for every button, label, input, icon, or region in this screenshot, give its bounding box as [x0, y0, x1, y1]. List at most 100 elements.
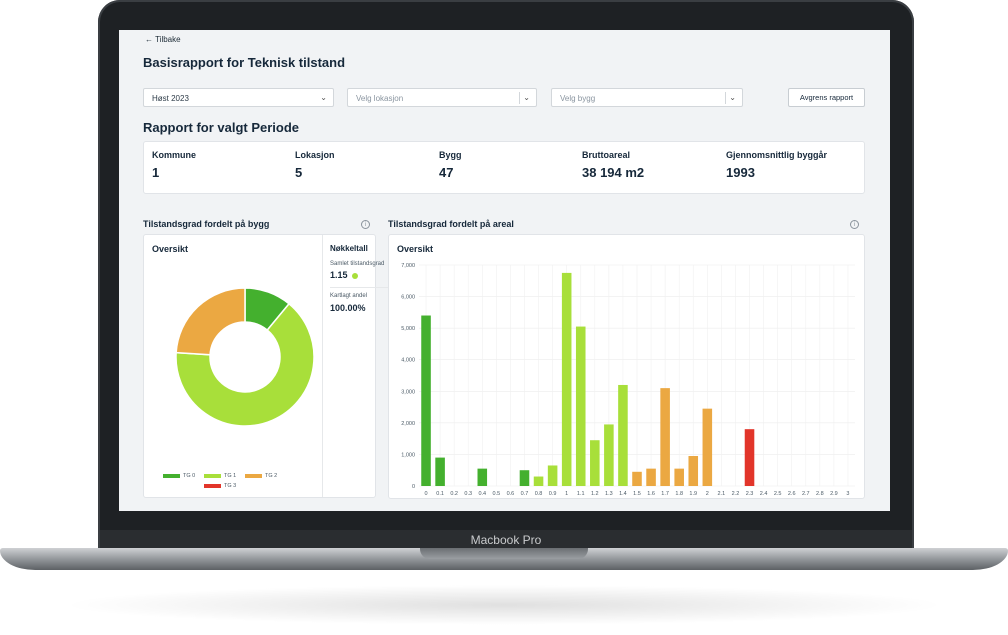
- donut-slice-tg2[interactable]: [175, 287, 246, 356]
- bar-1.3[interactable]: [604, 424, 614, 486]
- location-select-placeholder: Velg lokasjon: [356, 94, 404, 103]
- bar-0.8[interactable]: [533, 476, 544, 486]
- legend-swatch: [245, 473, 262, 478]
- bar-1.9[interactable]: [688, 456, 699, 486]
- app-screen: ← Tilbake Basisrapport for Teknisk tilst…: [119, 30, 890, 511]
- laptop-chin: Macbook Pro: [100, 530, 912, 550]
- divider: [330, 287, 392, 288]
- x-tick-label: 2.8: [816, 491, 824, 497]
- donut-chart: [175, 287, 315, 427]
- arrow-left-icon: ←: [145, 35, 153, 44]
- x-tick-label: 2.6: [788, 491, 796, 497]
- y-tick-label: 7,000: [401, 263, 415, 269]
- mapped-share-value: 100.00%: [330, 303, 366, 313]
- x-tick-label: 2.5: [774, 491, 782, 497]
- stat-label: Lokasjon: [295, 150, 335, 160]
- info-icon[interactable]: i: [850, 220, 859, 229]
- stat-value: 38 194 m2: [582, 165, 645, 180]
- bar-card: Oversikt 0 1,000 2,000 3,000 4,000 5,000 6,000…: [388, 234, 865, 499]
- x-tick-label: 0.2: [450, 491, 458, 497]
- donut-slice-tg1[interactable]: [175, 302, 315, 427]
- bar-1.7[interactable]: [660, 388, 670, 486]
- overall-grade-number: 1.15: [330, 270, 348, 280]
- x-tick-label: 0.3: [464, 491, 472, 497]
- legend-item-tg0: TG 0: [163, 473, 195, 479]
- bar-1.8[interactable]: [674, 468, 684, 486]
- bar-1.2[interactable]: [590, 440, 600, 486]
- bar-1[interactable]: [561, 272, 572, 486]
- bar-1.4[interactable]: [618, 384, 628, 486]
- stat-value: 47: [439, 165, 454, 180]
- period-select-value: Høst 2023: [152, 94, 189, 103]
- chevron-down-icon: ⌄: [729, 93, 736, 102]
- x-tick-label: 1.9: [689, 491, 697, 497]
- bar-section-title: Tilstandsgrad fordelt på areal: [388, 219, 514, 229]
- x-tick-label: 2: [706, 491, 709, 497]
- legend-item-tg2: TG 2: [245, 473, 277, 479]
- bar-1.5[interactable]: [632, 471, 642, 486]
- y-tick-label: 1,000: [401, 452, 415, 458]
- legend-label: TG 1: [224, 473, 237, 479]
- bar-2.3[interactable]: [744, 429, 755, 486]
- stats-card: Kommune 1 Lokasjon 5 Bygg 47 Bruttoareal…: [143, 141, 865, 194]
- bar-0.9[interactable]: [547, 465, 558, 486]
- bar-chart: 0 1,000 2,000 3,000 4,000 5,000 6,000 7,000 0 0.1…: [401, 263, 855, 497]
- key-figures-panel: Nøkkeltall Samlet tilstandsgrad 1.15 Kar…: [322, 235, 401, 497]
- legend-label: TG 2: [265, 473, 278, 479]
- period-select[interactable]: Høst 2023 ⌄: [143, 88, 334, 107]
- laptop-notch: [420, 548, 588, 559]
- overall-grade-value: 1.15: [330, 270, 358, 280]
- x-tick-label: 1.5: [633, 491, 641, 497]
- building-select[interactable]: Velg bygg ⌄: [551, 88, 743, 107]
- y-tick-label: 6,000: [401, 295, 415, 301]
- y-tick-label: 3,000: [401, 389, 415, 395]
- x-tick-label: 1.3: [605, 491, 613, 497]
- key-figures-title: Nøkkeltall: [330, 244, 368, 253]
- x-tick-label: 2.4: [760, 491, 768, 497]
- back-label: Tilbake: [155, 35, 181, 44]
- info-icon[interactable]: i: [361, 220, 370, 229]
- bar-0.7[interactable]: [519, 470, 530, 486]
- bar-1.6[interactable]: [646, 468, 656, 486]
- x-tick-label: 1.1: [577, 491, 585, 497]
- legend-label: TG 3: [224, 483, 237, 489]
- bar-card-title: Oversikt: [397, 244, 434, 254]
- chevron-down-icon: ⌄: [320, 93, 327, 102]
- bar-2[interactable]: [702, 408, 713, 486]
- page-title: Basisrapport for Teknisk tilstand: [143, 55, 346, 70]
- legend-swatch: [163, 473, 180, 478]
- x-tick-label: 0.1: [436, 491, 444, 497]
- overall-grade-label: Samlet tilstandsgrad: [330, 261, 385, 267]
- bar-0.4[interactable]: [477, 468, 488, 486]
- laptop-shadow: [60, 585, 948, 625]
- stat-bygg: Bygg 47: [439, 150, 462, 180]
- chevron-down-icon: ⌄: [523, 93, 530, 102]
- x-tick-label: 2.2: [732, 491, 740, 497]
- stat-bruttoareal: Bruttoareal 38 194 m2: [582, 150, 644, 180]
- x-tick-label: 0.8: [535, 491, 543, 497]
- refine-report-button[interactable]: Avgrens rapport: [788, 88, 865, 107]
- x-tick-label: 2.1: [718, 491, 726, 497]
- building-select-placeholder: Velg bygg: [560, 94, 596, 103]
- stat-value: 1: [152, 165, 160, 180]
- donut-section-title: Tilstandsgrad fordelt på bygg: [143, 219, 270, 229]
- legend-swatch: [204, 473, 221, 478]
- x-tick-label: 0.5: [493, 491, 501, 497]
- device-label: Macbook Pro: [470, 533, 542, 547]
- y-tick-label: 2,000: [401, 421, 415, 427]
- bar-0[interactable]: [421, 315, 431, 486]
- x-tick-label: 3: [846, 491, 849, 497]
- bar-1.1[interactable]: [575, 326, 586, 486]
- location-select[interactable]: Velg lokasjon ⌄: [347, 88, 537, 107]
- select-divider: [519, 92, 520, 104]
- legend-item-tg1: TG 1: [204, 473, 236, 479]
- stat-lokasjon: Lokasjon 5: [295, 150, 335, 180]
- laptop-base: [0, 548, 1008, 570]
- back-link[interactable]: ← Tilbake: [145, 35, 181, 44]
- stat-label: Kommune: [152, 150, 197, 160]
- y-tick-label: 5,000: [401, 326, 415, 332]
- stat-value: 5: [295, 165, 303, 180]
- donut-card-title: Oversikt: [152, 244, 189, 254]
- x-tick-label: 1: [565, 491, 568, 497]
- bar-0.1[interactable]: [435, 457, 445, 486]
